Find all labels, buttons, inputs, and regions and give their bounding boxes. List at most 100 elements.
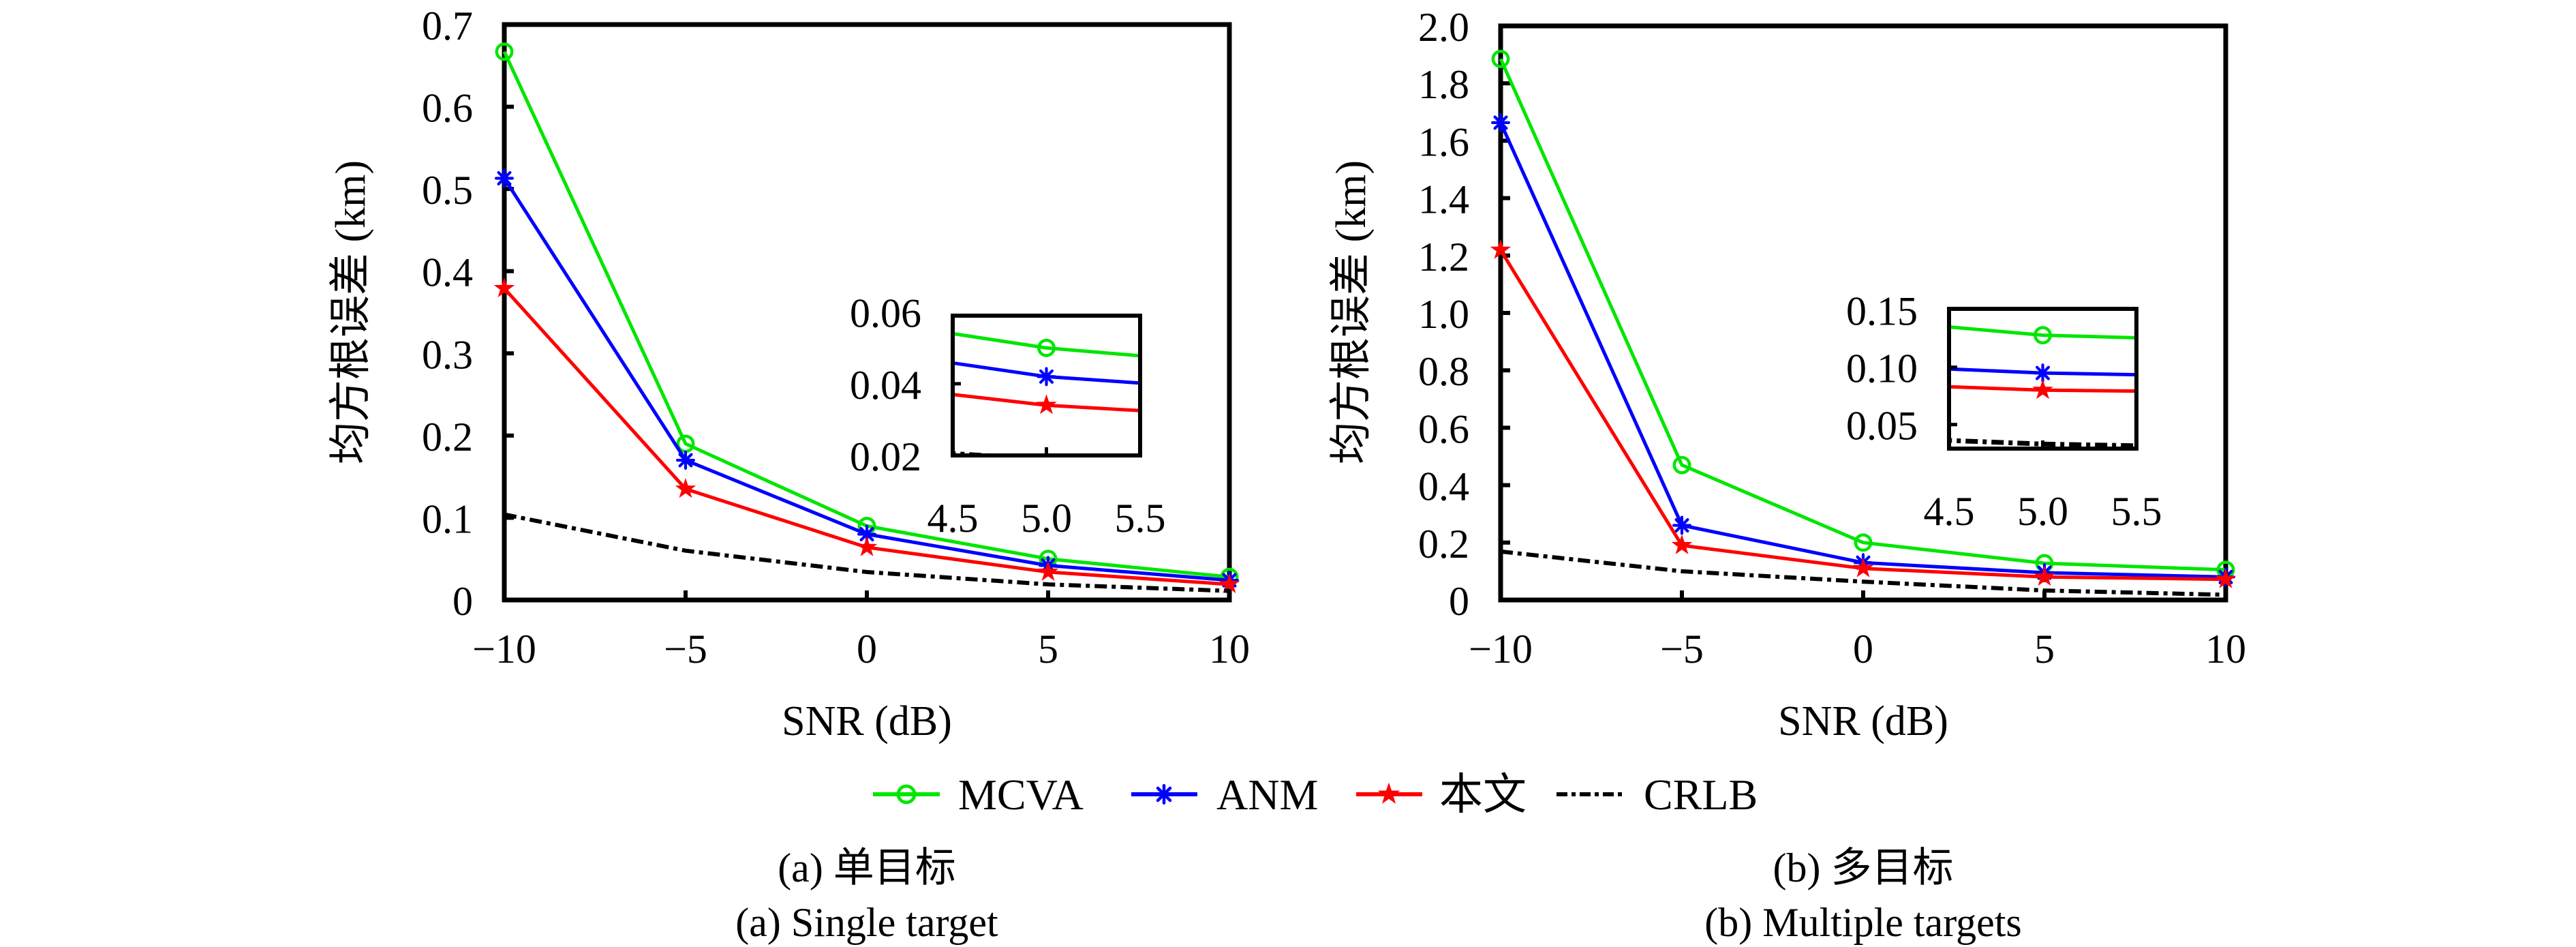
legend-label-proposed: 本文 [1439, 770, 1527, 819]
asterisk-marker-icon [1154, 784, 1174, 805]
y-tick-label: 1.4 [1418, 177, 1469, 222]
legend-item-crlb: CRLB [1557, 770, 1758, 819]
y-tick-label: 0.1 [422, 496, 473, 541]
inset-point-circle [1037, 338, 1056, 357]
data-point-star [493, 277, 515, 298]
data-point-star [675, 478, 696, 498]
x-tick-label: 5 [1038, 627, 1058, 672]
inset-y-tick-label: 0.15 [1846, 289, 1918, 334]
data-point-asterisk [1491, 112, 1510, 132]
legend-item-anm: ANM [1131, 770, 1318, 819]
y-tick-label: 0.4 [1418, 464, 1469, 509]
inset-line-MCVA [1949, 325, 2136, 340]
y-tick-label: 1.0 [1418, 292, 1469, 337]
y-tick-label: 0.5 [422, 168, 473, 213]
x-tick-label: 5 [2034, 627, 2055, 672]
data-point-asterisk [1672, 515, 1691, 535]
y-tick-label: 1.8 [1418, 62, 1469, 107]
inset-y-tick-label: 0.05 [1846, 404, 1918, 449]
x-tick-label: −10 [1469, 627, 1533, 672]
data-point-asterisk [675, 451, 696, 470]
plot-area: 0 0.1 0.2 0.3 0.4 0.5 0.6 0.7 −10 −5 0 5 10 [422, 3, 1250, 672]
y-tick-label: 0.4 [422, 250, 473, 295]
y-tick-label: 0.2 [1418, 522, 1469, 567]
x-tick-label: 0 [1853, 627, 1873, 672]
y-tick-label: 0 [1449, 579, 1469, 624]
plot-area: 0 0.2 0.4 0.6 0.8 1.0 1.2 1.4 1.6 1.8 2.0 −10 −5 0 5 10 [1418, 5, 2246, 672]
inset-point-star [1036, 394, 1057, 415]
data-point-star [1490, 239, 1512, 259]
inset-plot: 0.02 0.04 0.06 4.5 5.0 5.5 [850, 291, 1166, 541]
data-point-circle [495, 42, 514, 61]
x-axis-label: SNR (dB) [1778, 698, 1948, 745]
x-tick-label: 0 [857, 627, 877, 672]
legend-item-mcva: MCVA [873, 770, 1084, 819]
inset-line-CRLB [1949, 438, 2136, 449]
legend-label-mcva: MCVA [958, 770, 1084, 819]
chart-single-target: 均方根误差 (km) SNR (dB) 00.10.20.30.40.50.60… [328, 3, 1250, 945]
data-point-star [1671, 534, 1693, 554]
legend-label-crlb: CRLB [1644, 770, 1758, 819]
data-point-asterisk [494, 168, 515, 188]
y-tick-label: 0 [453, 579, 473, 624]
inset-x-tick-label: 5.5 [2111, 489, 2162, 534]
data-point-circle [1491, 49, 1510, 68]
inset-series [1949, 325, 2136, 449]
inset-x-tick-label: 5.0 [2017, 489, 2068, 534]
y-tick-label: 0.6 [422, 86, 473, 131]
inset-point-asterisk [1037, 367, 1056, 387]
y-tick-label: 0.2 [422, 415, 473, 460]
star-marker-icon [1377, 782, 1400, 804]
inset-x-tick-label: 4.5 [1924, 489, 1975, 534]
inset-point-asterisk [2033, 363, 2053, 383]
chart-multiple-targets: 均方根误差 (km) SNR (dB) 0 0.2 0.4 0.6 0.8 1.0 1.2 1… [1328, 5, 2246, 945]
y-tick-label: 0.6 [1418, 406, 1469, 451]
x-tick-label: 10 [1209, 627, 1250, 672]
caption-cn: (a) 单目标 [778, 845, 956, 890]
y-tick-label: 1.6 [1418, 119, 1469, 164]
data-point-circle [1672, 455, 1691, 475]
y-axis-label: 均方根误差 (km) [328, 160, 374, 464]
inset-y-tick-label: 0.06 [850, 291, 921, 336]
data-point-star [1852, 557, 1874, 577]
data-point-star [1037, 560, 1059, 581]
y-tick-label: 1.2 [1418, 235, 1469, 280]
inset-point-circle [2034, 326, 2052, 345]
y-axis-label: 均方根误差 (km) [1328, 160, 1375, 464]
asterisk-marker-icon [1154, 784, 1174, 805]
circle-marker-icon [896, 784, 917, 805]
legend: MCVA ANM 本文 CRLB [873, 770, 1758, 819]
data-point-star [856, 536, 878, 556]
inset-x-tick-label: 5.0 [1021, 496, 1072, 541]
legend-label-anm: ANM [1216, 770, 1318, 819]
y-tick-label: 0.3 [422, 332, 473, 377]
legend-item-proposed: 本文 [1356, 770, 1527, 819]
data-point-star [2215, 568, 2237, 588]
data-point-circle [1854, 533, 1873, 552]
x-tick-label: −5 [1660, 627, 1704, 672]
inset-line-MCVA [953, 331, 1140, 358]
inset-point-star [2032, 379, 2053, 400]
x-axis-label: SNR (dB) [782, 698, 952, 745]
series-line-MCVA [1499, 58, 2226, 572]
inset-x-tick-label: 5.5 [1115, 496, 1166, 541]
circle-marker-icon [896, 784, 917, 805]
caption-cn: (b) 多目标 [1773, 845, 1954, 890]
inset-x-tick-label: 4.5 [927, 496, 979, 541]
star-marker-icon [1377, 782, 1400, 804]
y-tick-label: 2.0 [1418, 5, 1469, 50]
inset-plot: 0.05 0.10 0.15 4.5 5.0 5.5 [1846, 289, 2162, 534]
inset-y-tick-label: 0.04 [850, 363, 921, 408]
x-tick-label: −10 [472, 627, 536, 672]
x-tick-label: −5 [664, 627, 707, 672]
caption-en: (a) Single target [735, 900, 998, 945]
caption-en: (b) Multiple targets [1704, 900, 2021, 945]
inset-y-tick-label: 0.10 [1846, 346, 1918, 391]
y-tick-label: 0.7 [422, 3, 473, 48]
x-tick-label: 10 [2205, 627, 2246, 672]
inset-y-tick-label: 0.02 [850, 434, 921, 479]
series-line-CRLB [504, 512, 1230, 593]
data-point-star [1218, 573, 1240, 594]
data-point-star [2034, 566, 2055, 586]
